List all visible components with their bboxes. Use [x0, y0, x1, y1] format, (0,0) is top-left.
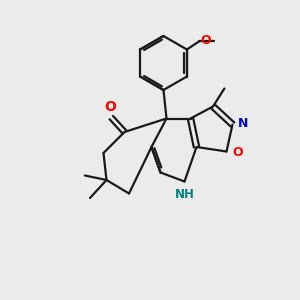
Text: O: O [232, 146, 242, 160]
Text: O: O [104, 100, 116, 114]
Text: N: N [238, 116, 248, 130]
Text: NH: NH [175, 188, 194, 201]
Text: O: O [201, 34, 211, 47]
